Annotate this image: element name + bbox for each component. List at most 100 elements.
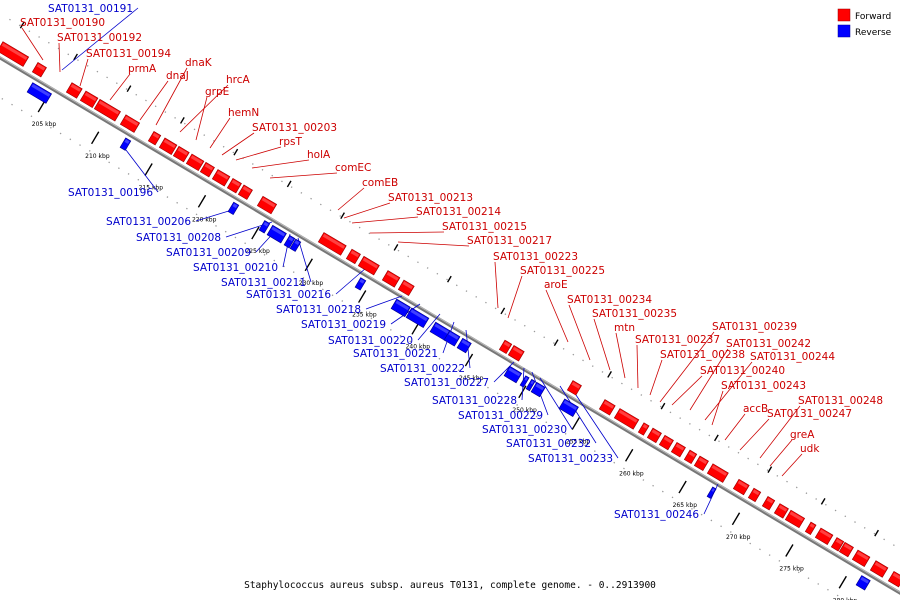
gene-label-sat0131-00232: SAT0131_00232 <box>506 438 591 450</box>
gene-label-prma: prmA <box>128 63 157 75</box>
gene-label-sat0131-00233: SAT0131_00233 <box>528 453 613 465</box>
forward-leader-line <box>21 27 44 61</box>
reverse-leader-line <box>539 377 573 430</box>
gene-label-sat0131-00192: SAT0131_00192 <box>57 32 142 44</box>
minor-tick-mark <box>340 212 345 220</box>
forward-gene-feature <box>566 380 582 396</box>
scale-tick-mark <box>785 544 794 557</box>
gene-features <box>0 41 900 591</box>
reverse-leader-line <box>195 209 233 222</box>
gene-label-sat0131-00228: SAT0131_00228 <box>432 395 517 407</box>
forward-leader-line <box>769 439 793 467</box>
forward-leader-line <box>397 241 470 247</box>
reverse-gene-feature <box>519 375 530 388</box>
gene-label-sat0131-00230: SAT0131_00230 <box>482 424 567 436</box>
legend-forward-label: Forward <box>855 12 891 22</box>
reverse-gene-feature <box>456 337 472 354</box>
minor-tick-mark <box>393 244 399 251</box>
reverse-leader-line <box>573 391 619 459</box>
scale-tick-mark <box>304 258 313 272</box>
dotted-guides <box>0 18 900 600</box>
reverse-leader-line <box>493 361 515 383</box>
gene-label-mtn: mtn <box>614 322 635 334</box>
gene-label-sat0131-00217: SAT0131_00217 <box>467 235 552 247</box>
gene-label-udk: udk <box>800 443 820 455</box>
gene-label-sat0131-00190: SAT0131_00190 <box>20 17 105 29</box>
reverse-gene-feature <box>26 82 53 104</box>
reverse-leader-line <box>417 313 441 341</box>
forward-gene-feature <box>0 41 30 67</box>
gene-label-grea: greA <box>790 429 815 441</box>
minor-tick-mark <box>553 339 559 347</box>
forward-leader-line <box>343 202 391 219</box>
gene-label-dnaj: dnaJ <box>166 70 189 82</box>
gene-label-sat0131-00210: SAT0131_00210 <box>193 262 278 274</box>
gene-label-sat0131-00208: SAT0131_00208 <box>136 232 221 244</box>
gene-label-sat0131-00221: SAT0131_00221 <box>353 348 438 360</box>
gene-label-sat0131-00243: SAT0131_00243 <box>721 380 806 392</box>
reverse-gene-feature <box>530 381 546 398</box>
reverse-leader-line <box>297 237 312 283</box>
forward-gene-feature <box>732 478 750 496</box>
label-leader-lines <box>21 7 803 515</box>
scale-tick-label: 230 kbp <box>299 280 324 287</box>
reverse-gene-feature <box>227 201 240 216</box>
minor-tick-mark <box>126 85 132 93</box>
minor-tick-mark <box>286 180 292 188</box>
scale-tick-mark <box>838 575 847 589</box>
scale-tick-label: 255 kbp <box>566 439 591 446</box>
forward-leader-line <box>235 146 282 161</box>
gene-label-accb: accB <box>743 403 768 415</box>
gene-label-sat0131-00223: SAT0131_00223 <box>493 251 578 263</box>
reverse-leader-line <box>61 7 139 71</box>
forward-leader-line <box>337 187 365 211</box>
forward-gene-feature <box>357 255 380 276</box>
forward-leader-line <box>759 405 801 459</box>
dotted-guide-lower <box>0 96 847 600</box>
scale-tick-label: 210 kbp <box>85 153 110 160</box>
reverse-gene-feature <box>283 235 296 249</box>
forward-leader-line <box>351 216 419 224</box>
forward-gene-feature <box>784 509 806 529</box>
forward-gene-feature <box>381 270 401 288</box>
forward-gene-feature <box>646 427 662 444</box>
forward-gene-feature <box>147 131 162 146</box>
minor-tick-mark <box>179 117 185 124</box>
minor-tick-mark <box>233 148 239 156</box>
scale-tick-label: 240 kbp <box>406 343 431 350</box>
scale-tick-mark <box>144 163 153 176</box>
gene-label-aroe: aroE <box>544 279 568 291</box>
forward-gene-feature <box>747 487 762 503</box>
gene-label-sat0131-00215: SAT0131_00215 <box>442 221 527 233</box>
scale-tick-mark <box>731 512 741 526</box>
gene-label-hola: holA <box>307 149 331 161</box>
forward-leader-line <box>615 332 626 379</box>
minor-tick-mark <box>446 275 452 283</box>
gene-label-sat0131-00234: SAT0131_00234 <box>567 294 652 306</box>
forward-gene-feature <box>65 82 83 99</box>
forward-gene-feature <box>256 195 278 215</box>
reverse-gene-feature <box>289 238 302 252</box>
forward-leader-line <box>369 231 445 234</box>
minor-tick-mark <box>660 402 666 410</box>
forward-gene-feature <box>226 177 242 194</box>
scale-tick-mark <box>197 194 207 208</box>
gene-label-hrca: hrcA <box>226 74 251 86</box>
forward-gene-feature <box>507 345 525 362</box>
forward-gene-feature <box>804 521 817 535</box>
forward-leader-line <box>724 413 746 441</box>
forward-leader-line <box>79 58 89 87</box>
forward-leader-line <box>251 159 310 169</box>
reverse-leader-line <box>125 149 159 193</box>
forward-gene-feature <box>613 408 640 430</box>
forward-leader-line <box>711 390 724 426</box>
minor-tick-mark <box>500 307 506 315</box>
minor-tick-mark <box>767 466 773 474</box>
gene-label-sat0131-00246: SAT0131_00246 <box>614 509 699 521</box>
dotted-guide-upper <box>9 18 900 550</box>
minor-tick-mark <box>607 371 612 378</box>
genome-backbone <box>0 56 900 595</box>
forward-gene-feature <box>185 153 205 172</box>
reverse-gene-feature <box>390 298 411 318</box>
